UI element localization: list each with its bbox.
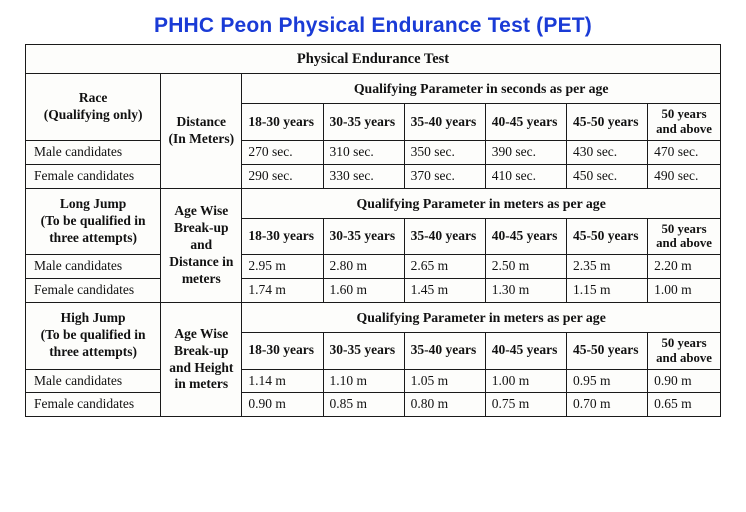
age-header: 45-50 years [566, 104, 647, 140]
pet-table: Physical Endurance TestRace (Qualifying … [25, 44, 721, 417]
table-row: Male candidates1.14 m1.10 m1.05 m1.00 m0… [26, 369, 721, 393]
cell-value: 2.80 m [323, 255, 404, 279]
age-header: 50 years and above [648, 104, 721, 140]
cell-value: 290 sec. [242, 164, 323, 188]
age-header: 35-40 years [404, 333, 485, 369]
distance-header: Distance (In Meters) [161, 74, 242, 188]
section-header-row: High Jump (To be qualified in three atte… [26, 302, 721, 332]
table-row: Male candidates2.95 m2.80 m2.65 m2.50 m2… [26, 255, 721, 279]
cell-value: 330 sec. [323, 164, 404, 188]
cell-value: 390 sec. [485, 140, 566, 164]
cell-value: 0.80 m [404, 393, 485, 417]
age-header: 30-35 years [323, 104, 404, 140]
row-label: Female candidates [26, 393, 161, 417]
row-label: Female candidates [26, 164, 161, 188]
age-header: 50 years and above [648, 333, 721, 369]
age-header: 30-35 years [323, 218, 404, 254]
cell-value: 1.60 m [323, 279, 404, 303]
cell-value: 0.85 m [323, 393, 404, 417]
age-header: 40-45 years [485, 104, 566, 140]
row-label: Male candidates [26, 369, 161, 393]
distance-header: Age Wise Break-up and Distance in meters [161, 188, 242, 302]
cell-value: 490 sec. [648, 164, 721, 188]
cell-value: 0.70 m [566, 393, 647, 417]
cell-value: 350 sec. [404, 140, 485, 164]
cell-value: 2.35 m [566, 255, 647, 279]
table-row: Female candidates 1.74 m1.60 m1.45 m1.30 … [26, 279, 721, 303]
cell-value: 1.10 m [323, 369, 404, 393]
cell-value: 1.45 m [404, 279, 485, 303]
param-span-header: Qualifying Parameter in meters as per ag… [242, 188, 721, 218]
distance-header: Age Wise Break-up and Height in meters [161, 302, 242, 416]
age-header: 35-40 years [404, 104, 485, 140]
cell-value: 1.14 m [242, 369, 323, 393]
cell-value: 470 sec. [648, 140, 721, 164]
cell-value: 410 sec. [485, 164, 566, 188]
cell-value: 0.90 m [242, 393, 323, 417]
cell-value: 450 sec. [566, 164, 647, 188]
age-header: 40-45 years [485, 218, 566, 254]
age-header: 40-45 years [485, 333, 566, 369]
param-span-header: Qualifying Parameter in seconds as per a… [242, 74, 721, 104]
age-header: 30-35 years [323, 333, 404, 369]
age-header: 35-40 years [404, 218, 485, 254]
cell-value: 430 sec. [566, 140, 647, 164]
row-label: Male candidates [26, 255, 161, 279]
row-label: Male candidates [26, 140, 161, 164]
cell-value: 1.00 m [485, 369, 566, 393]
cell-value: 0.90 m [648, 369, 721, 393]
page-title: PHHC Peon Physical Endurance Test (PET) [25, 14, 721, 38]
table-row: Female candidates 290 sec.330 sec.370 sec… [26, 164, 721, 188]
section-header-row: Long Jump (To be qualified in three atte… [26, 188, 721, 218]
table-row: Female candidates 0.90 m0.85 m0.80 m0.75 … [26, 393, 721, 417]
cell-value: 310 sec. [323, 140, 404, 164]
cell-value: 2.20 m [648, 255, 721, 279]
cell-value: 1.00 m [648, 279, 721, 303]
cell-value: 1.74 m [242, 279, 323, 303]
param-span-header: Qualifying Parameter in meters as per ag… [242, 302, 721, 332]
age-header: 18-30 years [242, 104, 323, 140]
race-header: Race (Qualifying only) [26, 74, 161, 141]
age-header: 50 years and above [648, 218, 721, 254]
table-row: Male candidates 270 sec.310 sec.350 sec.3… [26, 140, 721, 164]
cell-value: 0.75 m [485, 393, 566, 417]
race-header: Long Jump (To be qualified in three atte… [26, 188, 161, 255]
cell-value: 2.50 m [485, 255, 566, 279]
age-header: 45-50 years [566, 333, 647, 369]
table-caption: Physical Endurance Test [26, 45, 721, 74]
age-header: 18-30 years [242, 333, 323, 369]
cell-value: 1.05 m [404, 369, 485, 393]
cell-value: 0.65 m [648, 393, 721, 417]
age-header: 45-50 years [566, 218, 647, 254]
cell-value: 1.15 m [566, 279, 647, 303]
row-label: Female candidates [26, 279, 161, 303]
race-header: High Jump (To be qualified in three atte… [26, 302, 161, 369]
cell-value: 2.95 m [242, 255, 323, 279]
section-header-row: Race (Qualifying only)Distance (In Meter… [26, 74, 721, 104]
cell-value: 370 sec. [404, 164, 485, 188]
cell-value: 0.95 m [566, 369, 647, 393]
cell-value: 1.30 m [485, 279, 566, 303]
cell-value: 270 sec. [242, 140, 323, 164]
table-caption-row: Physical Endurance Test [26, 45, 721, 74]
cell-value: 2.65 m [404, 255, 485, 279]
age-header: 18-30 years [242, 218, 323, 254]
